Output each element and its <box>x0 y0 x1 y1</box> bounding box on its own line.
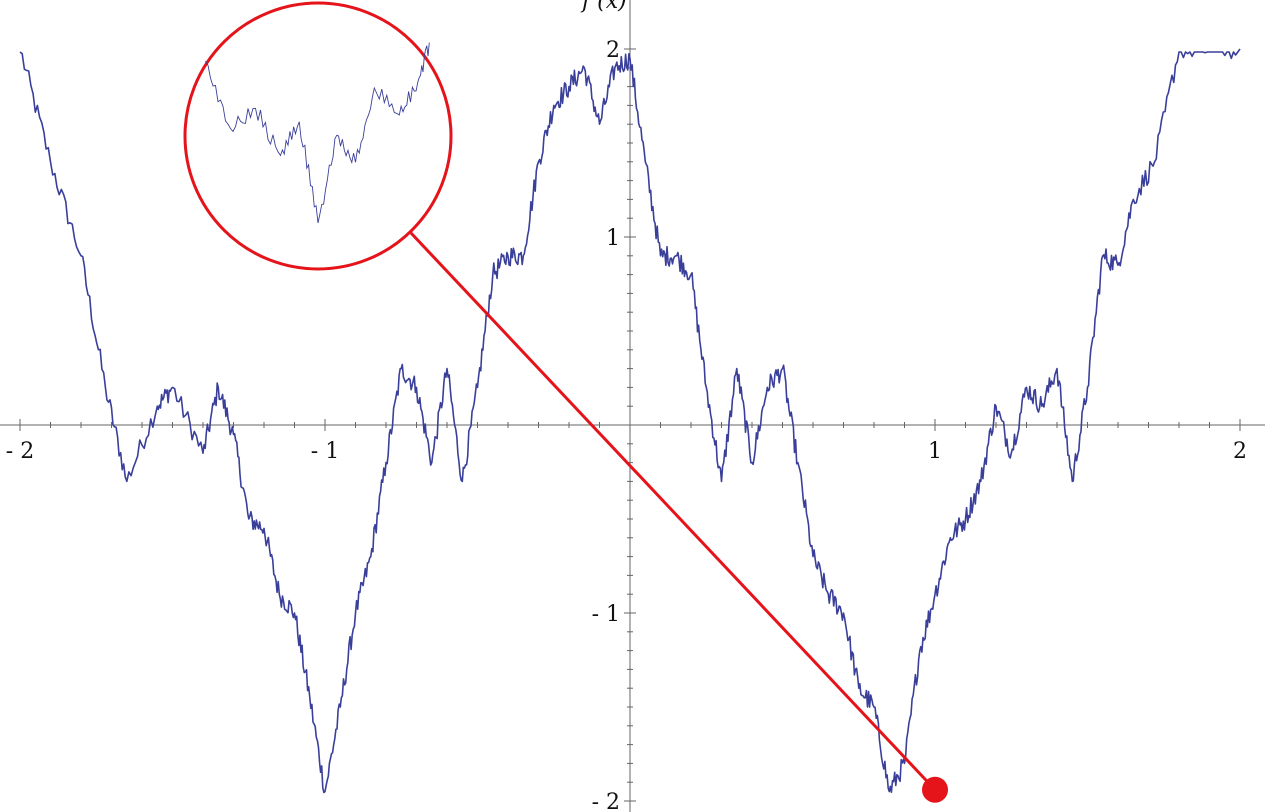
y-tick-label: - 1 <box>592 602 620 627</box>
x-tick-label: 1 <box>928 439 942 464</box>
y-axis-title: f (x) <box>580 0 627 14</box>
series-line <box>19 48 1241 794</box>
zoom-circle <box>183 1 453 271</box>
x-ticks <box>19 419 1241 431</box>
x-tick-label: - 2 <box>6 439 34 464</box>
y-tick-label: - 2 <box>592 790 620 812</box>
highlight-point <box>922 776 948 803</box>
x-tick-labels: - 2 - 1 1 2 <box>6 439 1247 464</box>
plot-area <box>19 48 1241 794</box>
y-tick-labels: 2 1 - 1 - 2 <box>592 38 620 812</box>
zoom-connector-line <box>409 231 937 791</box>
x-tick-label: - 1 <box>311 439 339 464</box>
zoom-inset-curve <box>205 42 430 224</box>
y-tick-label: 1 <box>606 226 620 251</box>
zoom-callout <box>183 1 948 803</box>
y-tick-label: 2 <box>606 38 620 63</box>
x-tick-label: 2 <box>1233 439 1247 464</box>
